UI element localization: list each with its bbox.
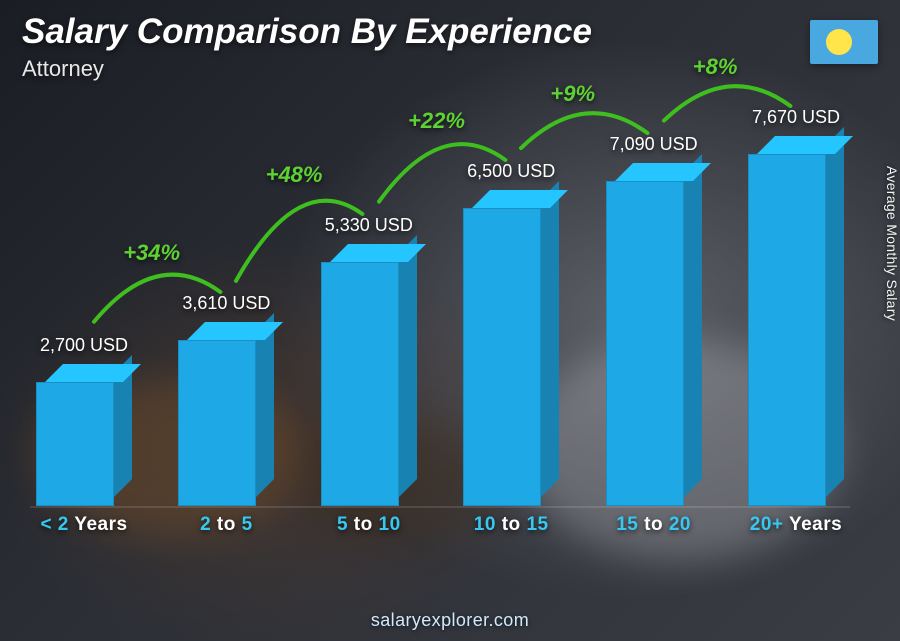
chart-subtitle: Attorney xyxy=(22,56,104,82)
source-credit: salaryexplorer.com xyxy=(0,610,900,631)
category-label: 15 to 20 xyxy=(600,514,708,536)
bar xyxy=(748,136,844,506)
bar xyxy=(36,364,132,506)
bar xyxy=(463,190,559,506)
bar-slot: 20+ Years7,670 USD xyxy=(742,110,850,506)
bar-chart-area: < 2 Years2,700 USD2 to 53,610 USD5 to 10… xyxy=(30,110,850,540)
country-flag-palau xyxy=(810,20,878,64)
category-label: < 2 Years xyxy=(30,514,138,536)
salary-chart-canvas: Salary Comparison By Experience Attorney… xyxy=(0,0,900,641)
chart-title: Salary Comparison By Experience xyxy=(22,12,592,52)
bar xyxy=(178,322,274,506)
flag-disc-icon xyxy=(826,29,852,55)
delta-label: +22% xyxy=(408,108,465,134)
delta-label: +8% xyxy=(693,54,738,80)
y-axis-label: Average Monthly Salary xyxy=(884,166,900,321)
category-label: 20+ Years xyxy=(742,514,850,536)
category-label: 5 to 10 xyxy=(315,514,423,536)
bar-slot: 15 to 207,090 USD xyxy=(600,110,708,506)
baseline xyxy=(30,506,850,508)
category-label: 10 to 15 xyxy=(457,514,565,536)
category-label: 2 to 5 xyxy=(172,514,280,536)
delta-label: +9% xyxy=(550,81,595,107)
delta-label: +48% xyxy=(266,162,323,188)
bar xyxy=(606,163,702,506)
delta-label: +34% xyxy=(123,240,180,266)
